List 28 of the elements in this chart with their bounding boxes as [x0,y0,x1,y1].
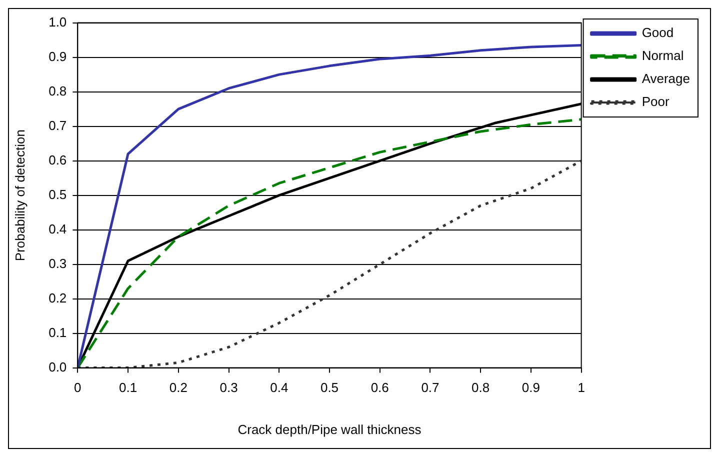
x-tick-label: 0.4 [270,380,288,396]
y-tick-label: 1.0 [48,14,67,30]
legend-label: Poor [642,94,670,110]
x-tick-label: 0.8 [472,380,490,396]
legend-label: Normal [642,48,684,64]
x-tick-label: 0.3 [220,380,238,396]
x-tick-label: 0 [74,380,82,396]
x-tick-label: 1 [578,380,585,396]
y-tick-label: 0.8 [48,83,67,98]
y-tick-label: 0.3 [48,256,67,271]
y-axis-title: Probability of detection [12,130,28,262]
y-tick-label: 0.9 [48,48,67,64]
x-tick-label: 0.9 [522,380,540,396]
x-tick-label: 0.6 [370,380,389,396]
y-tick-label: 0.2 [48,290,67,306]
y-tick-label: 0.4 [48,221,67,236]
x-tick-label: 0.7 [421,380,440,396]
x-tick-label: 0.1 [118,380,138,396]
x-tick-label: 0.2 [169,380,188,396]
y-tick-label: 0.5 [48,186,67,202]
y-tick-label: 0.1 [48,324,67,340]
x-axis-title: Crack depth/Pipe wall thickness [238,422,422,437]
y-tick-label: 0.0 [48,359,67,374]
x-tick-label: 0.5 [320,380,339,396]
y-tick-label: 0.7 [48,118,67,133]
legend-label: Good [642,25,674,40]
y-tick-label: 0.6 [48,152,67,168]
legend-label: Average [642,71,690,86]
